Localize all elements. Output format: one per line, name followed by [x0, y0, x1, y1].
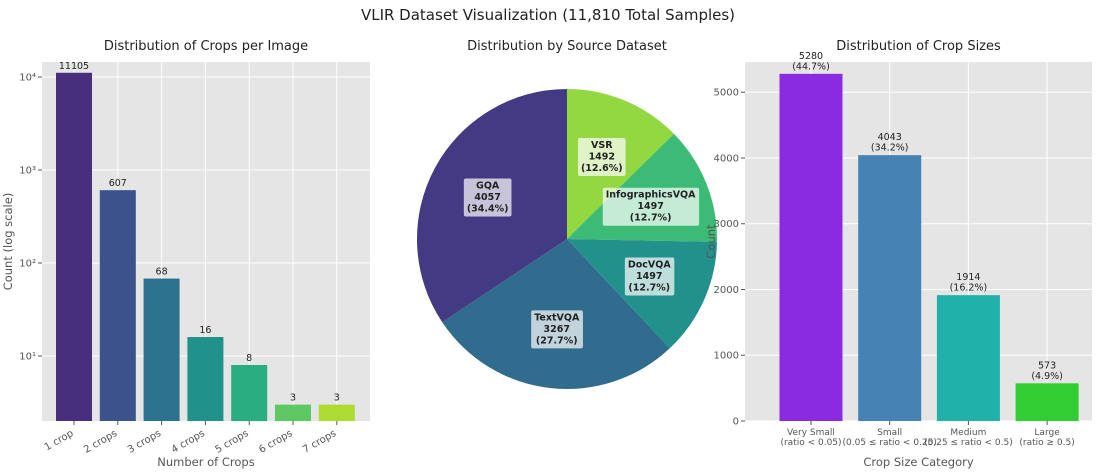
y-tick-label: 0 — [733, 417, 739, 428]
bar — [779, 73, 843, 421]
y-tick-label: 10¹ — [19, 351, 36, 362]
value-label: 4043 (34.2%) — [871, 132, 909, 153]
value-label: 8 — [246, 353, 252, 364]
slice-percent: (12.6%) — [581, 163, 623, 174]
x-tick-label: Large (ratio ≥ 0.5) — [1019, 428, 1074, 448]
x-axis-label: Number of Crops — [157, 455, 254, 469]
chart-title: Distribution of Crop Sizes — [836, 39, 1001, 54]
bar — [99, 190, 136, 421]
slice-percent: (12.7%) — [628, 283, 670, 294]
slice-name: InfographicsVQA — [606, 190, 696, 201]
slice-value: 4057 — [474, 192, 500, 203]
x-tick-label: 2 crops — [82, 428, 119, 456]
x-tick-label: 1 crop — [43, 428, 76, 453]
value-label: 573 (4.9%) — [1031, 360, 1063, 381]
label-box — [602, 187, 700, 226]
slice-name: DocVQA — [628, 260, 671, 271]
slice-value: 1492 — [589, 151, 615, 162]
x-tick-label: Small (0.05 ≤ ratio < 0.25) — [843, 428, 937, 448]
y-tick-label: 10³ — [19, 166, 36, 177]
x-tick-label: 4 crops — [170, 428, 207, 456]
x-tick-label: Very Small (ratio < 0.05) — [780, 428, 841, 448]
slice-name: VSR — [591, 140, 613, 151]
slice-percent: (34.4%) — [467, 204, 509, 215]
bar — [936, 295, 1000, 421]
value-label: 3 — [290, 393, 296, 404]
x-tick-label: 3 crops — [126, 428, 163, 456]
slice-value: 1497 — [637, 201, 663, 212]
y-tick-label: 10⁴ — [19, 73, 36, 84]
x-tick-label: Medium (0.25 ≤ ratio < 0.5) — [924, 428, 1013, 448]
value-label: 3 — [334, 393, 340, 404]
chart-title: Distribution by Source Dataset — [467, 39, 667, 54]
value-label: 68 — [156, 267, 168, 278]
slice-name: GQA — [476, 181, 500, 192]
value-label: 16 — [199, 325, 211, 336]
x-tick-label: 6 crops — [257, 428, 294, 456]
label-box — [463, 178, 512, 217]
bar — [143, 278, 180, 421]
label-box — [577, 137, 626, 176]
chart-title: Distribution of Crops per Image — [104, 39, 308, 54]
bar — [231, 365, 268, 421]
x-tick-label: 5 crops — [213, 428, 250, 456]
label-box — [624, 257, 675, 296]
bar — [858, 155, 922, 421]
label-box — [531, 310, 583, 349]
x-axis-label: Crop Size Category — [863, 455, 973, 469]
slice-percent: (12.7%) — [630, 213, 672, 224]
x-tick-label: 7 crops — [301, 428, 338, 456]
value-label: 607 — [109, 178, 127, 189]
bar — [56, 72, 92, 421]
y-tick-label: 1000 — [714, 351, 739, 362]
y-tick-label: 5000 — [714, 88, 739, 99]
figure-title: VLIR Dataset Visualization (11,810 Total… — [361, 6, 735, 24]
slice-value: 3267 — [544, 324, 570, 335]
slice-name: TextVQA — [534, 312, 580, 323]
value-label: 1914 (16.2%) — [950, 272, 988, 293]
y-axis-label: Count (log scale) — [1, 193, 15, 291]
y-tick-label: 3000 — [714, 219, 739, 230]
bar — [275, 404, 311, 421]
value-label: 5280 (44.7%) — [792, 51, 830, 72]
bar — [187, 337, 224, 421]
slice-value: 1497 — [636, 271, 662, 282]
value-label: 11105 — [59, 61, 89, 72]
y-axis-label: Count — [704, 224, 718, 259]
bar — [1015, 383, 1079, 421]
y-tick-label: 4000 — [714, 153, 739, 164]
slice-percent: (27.7%) — [536, 335, 578, 346]
bar — [318, 404, 355, 421]
y-tick-label: 10² — [19, 259, 36, 270]
y-tick-label: 2000 — [714, 285, 739, 296]
